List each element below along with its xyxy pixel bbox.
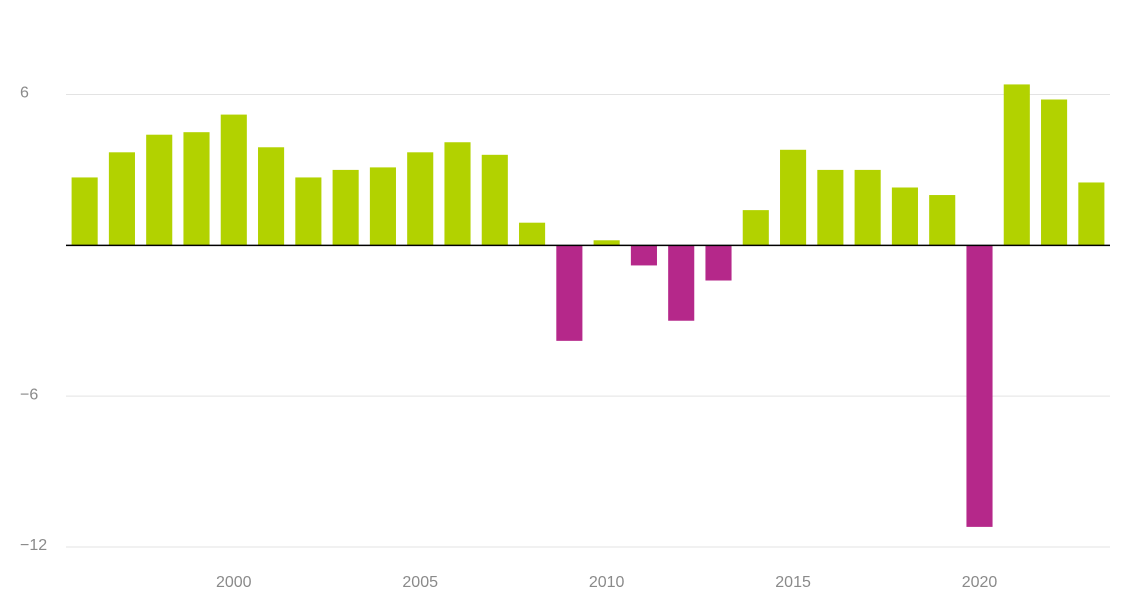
bar [705, 245, 732, 281]
x-tick-label: 2010 [589, 574, 625, 591]
bar [1003, 84, 1030, 246]
bar [481, 154, 508, 246]
bar [108, 152, 135, 246]
bar [817, 169, 844, 246]
bar [1041, 99, 1068, 246]
bar [444, 142, 471, 246]
y-tick-label: 6 [20, 85, 29, 102]
bar [146, 134, 173, 246]
bar [593, 240, 620, 246]
bar [966, 245, 993, 527]
bar [891, 187, 918, 246]
bar [295, 177, 322, 246]
bar [258, 147, 285, 246]
bar [332, 169, 359, 246]
bar [742, 210, 769, 246]
bar [407, 152, 434, 246]
x-tick-label: 2020 [962, 574, 998, 591]
bar [220, 114, 247, 246]
bar [1078, 182, 1105, 246]
bar [854, 169, 881, 246]
y-tick-label: −6 [20, 386, 38, 403]
bar [556, 245, 583, 341]
bar [183, 132, 210, 246]
bar [780, 149, 807, 246]
x-tick-label: 2015 [775, 574, 811, 591]
bar [519, 222, 546, 246]
bar [630, 245, 657, 266]
y-tick-label: −12 [20, 537, 47, 554]
x-tick-label: 2000 [216, 574, 252, 591]
bar [71, 177, 98, 246]
bar [369, 167, 396, 246]
bar [929, 195, 956, 246]
x-tick-label: 2005 [402, 574, 438, 591]
bar [668, 245, 695, 321]
